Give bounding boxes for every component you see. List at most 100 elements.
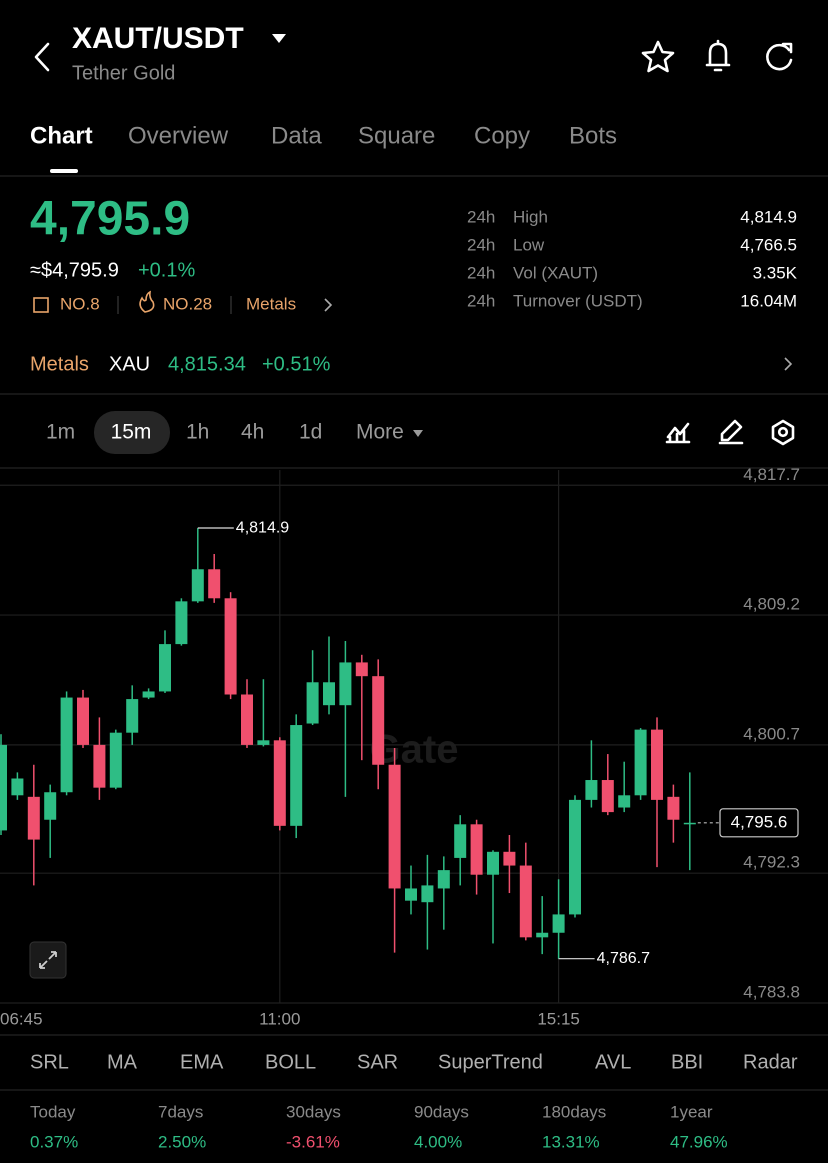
stat-period: 24h xyxy=(467,291,495,310)
candle-body xyxy=(421,885,434,903)
hot-icon xyxy=(139,290,155,313)
candle-body xyxy=(44,792,57,820)
indicator-button[interactable] xyxy=(665,422,691,444)
interval[interactable]: 1m xyxy=(46,421,75,444)
metals-change: +0.51% xyxy=(262,353,331,375)
indicator-tab[interactable]: EMA xyxy=(180,1051,224,1073)
candle-body xyxy=(93,744,106,788)
chevron xyxy=(324,298,333,312)
tab[interactable]: Copy xyxy=(474,122,530,149)
stat-value: 4,766.5 xyxy=(740,235,797,254)
indicator-tab[interactable]: SuperTrend xyxy=(438,1051,543,1073)
candle-body xyxy=(175,601,188,645)
stat-label: Turnover (USDT) xyxy=(513,291,643,310)
candle-body xyxy=(273,740,286,826)
fullscreen-icon xyxy=(39,951,57,969)
tab[interactable]: Square xyxy=(358,122,435,149)
favorite-button[interactable] xyxy=(641,40,675,73)
stat-label: Vol (XAUT) xyxy=(513,263,598,282)
price-change: +0.1% xyxy=(138,259,195,281)
perf-period: 7days xyxy=(158,1102,203,1121)
tab[interactable]: Data xyxy=(271,122,322,149)
candle-body xyxy=(667,796,680,820)
draw-button[interactable] xyxy=(718,419,744,445)
candle-body xyxy=(487,851,499,875)
metals-label[interactable]: Metals xyxy=(30,353,89,375)
fullscreen-button[interactable] xyxy=(29,941,67,979)
interval[interactable]: 1h xyxy=(186,421,209,444)
share-button[interactable] xyxy=(766,42,793,71)
interval-selected-bg xyxy=(94,411,170,454)
candle-body xyxy=(355,662,368,677)
x-tick-label: 15:15 xyxy=(537,1009,580,1028)
stat-value: 3.35K xyxy=(753,263,798,282)
indicator-tab[interactable]: BOLL xyxy=(265,1051,316,1073)
perf-value: -3.61% xyxy=(286,1132,340,1151)
tab[interactable]: Chart xyxy=(30,122,93,149)
candle-body xyxy=(454,824,467,858)
watermark: Gate xyxy=(370,728,459,772)
back-button[interactable] xyxy=(34,42,50,72)
candle-body xyxy=(634,729,647,796)
chevron xyxy=(784,357,793,371)
rank-badge[interactable]: NO.8 xyxy=(60,294,100,313)
hot-badge[interactable]: NO.28 xyxy=(163,294,212,313)
last-price-label: 4,795.6 xyxy=(731,812,788,831)
interval[interactable]: 15m xyxy=(111,421,152,444)
candle-body xyxy=(109,732,122,788)
y-tick-label: 4,783.8 xyxy=(743,982,800,1001)
candle-body xyxy=(683,822,696,825)
candle-body xyxy=(224,598,237,695)
pair-title[interactable]: XAUT/USDT xyxy=(72,22,244,55)
indicator-tab[interactable]: BBI xyxy=(671,1051,703,1073)
high-marker-label: 4,814.9 xyxy=(236,519,289,536)
pair-dropdown[interactable] xyxy=(272,34,286,43)
indicator-tab[interactable]: MA xyxy=(107,1051,138,1073)
settings-button[interactable] xyxy=(771,419,795,446)
interval[interactable]: 4h xyxy=(241,421,264,444)
candle-body xyxy=(536,932,549,938)
stat-value: 16.04M xyxy=(740,291,797,310)
candle-body xyxy=(503,851,516,866)
candle-body xyxy=(27,796,40,840)
candle-body xyxy=(290,725,303,826)
indicator-tab[interactable]: Radar xyxy=(743,1051,798,1073)
candle-body xyxy=(191,569,204,602)
candle-body xyxy=(60,697,73,793)
interval[interactable]: More xyxy=(356,421,404,444)
y-tick-label: 4,792.3 xyxy=(743,853,800,872)
stat-period: 24h xyxy=(467,235,495,254)
candle-body xyxy=(159,644,171,692)
candle-body xyxy=(257,740,270,745)
candle-body xyxy=(405,888,417,901)
indicator-tab[interactable]: SRL xyxy=(30,1051,69,1073)
candle-body xyxy=(0,744,7,831)
candle-body xyxy=(142,691,155,698)
perf-value: 2.50% xyxy=(158,1132,206,1151)
metals-symbol[interactable]: XAU xyxy=(109,353,150,375)
rank-icon xyxy=(33,297,49,313)
candle-body xyxy=(601,780,614,813)
alert-button[interactable] xyxy=(705,39,731,72)
perf-period: Today xyxy=(30,1102,76,1121)
indicator-tab[interactable]: SAR xyxy=(357,1051,398,1073)
candle-body xyxy=(651,729,663,800)
stat-label: High xyxy=(513,207,548,226)
perf-period: 180days xyxy=(542,1102,606,1121)
interval[interactable]: 1d xyxy=(299,421,322,444)
y-tick-label: 4,800.7 xyxy=(743,724,800,743)
more-dropdown[interactable] xyxy=(413,430,423,437)
pair-subtitle: Tether Gold xyxy=(72,62,175,84)
perf-value: 4.00% xyxy=(414,1132,462,1151)
candle-body xyxy=(241,694,253,745)
sector-badge[interactable]: Metals xyxy=(246,294,296,313)
metals-price: 4,815.34 xyxy=(168,353,246,375)
perf-period: 1year xyxy=(670,1102,713,1121)
perf-period: 30days xyxy=(286,1102,341,1121)
candle-body xyxy=(519,865,532,938)
last-price: 4,795.9 xyxy=(30,193,190,246)
indicator-tab[interactable]: AVL xyxy=(595,1051,631,1073)
tab[interactable]: Bots xyxy=(569,122,617,149)
tab[interactable]: Overview xyxy=(128,122,229,149)
